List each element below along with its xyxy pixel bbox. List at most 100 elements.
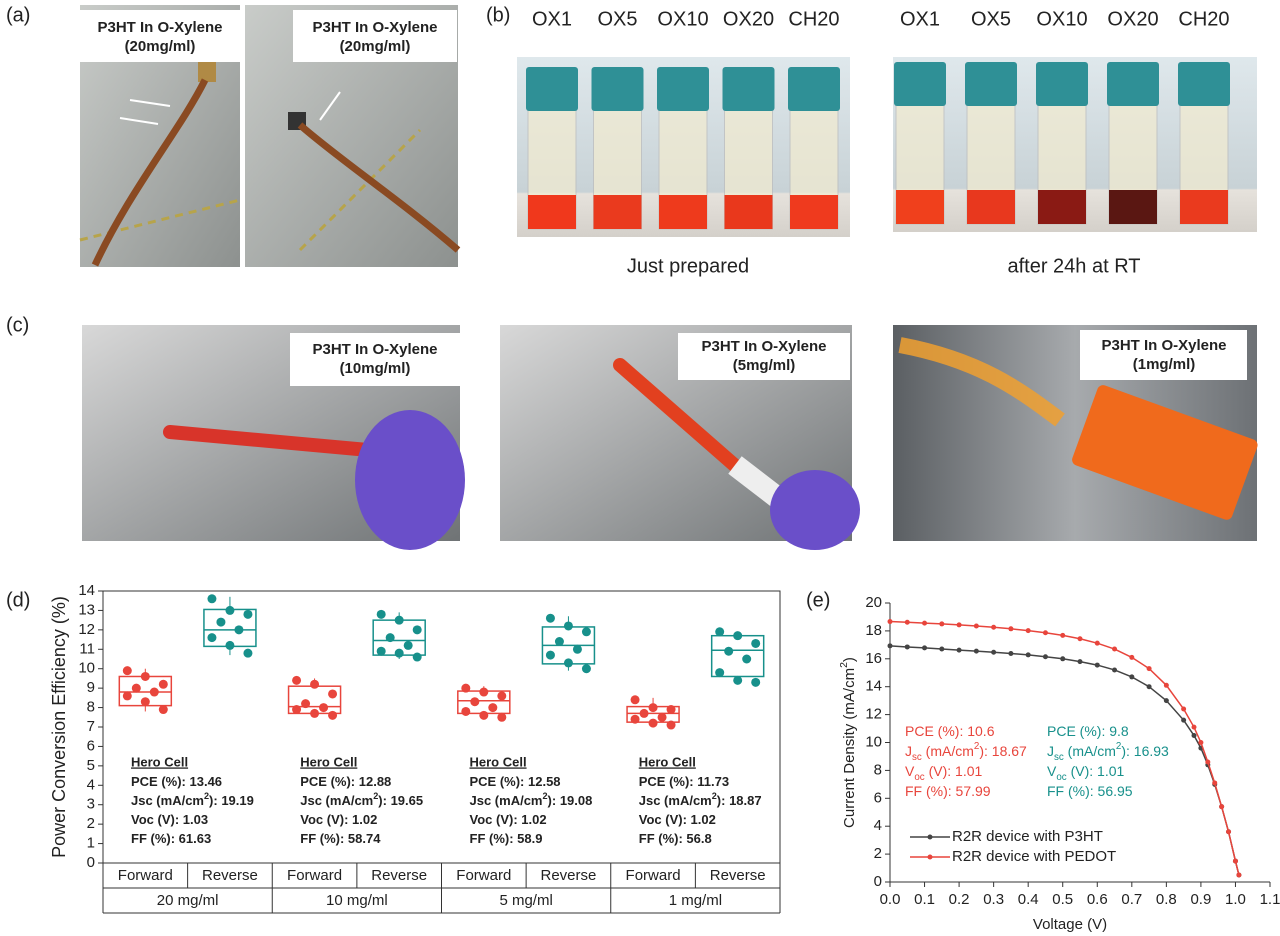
caption-box xyxy=(290,333,460,386)
x-tick-label: 0.0 xyxy=(880,891,901,908)
data-point xyxy=(648,718,658,728)
annotation-line: Voc (V): 1.02 xyxy=(639,812,716,827)
annotation-line: Jsc (mA/cm2): 18.87 xyxy=(639,791,762,808)
y-tick-label: 4 xyxy=(87,776,95,793)
x-tick-label: Forward xyxy=(626,867,681,884)
y-tick-label: 12 xyxy=(78,621,95,638)
caption: P3HT In O-Xylene xyxy=(1101,337,1226,354)
data-point xyxy=(243,648,253,658)
y-tick-label: 8 xyxy=(87,699,95,716)
caption: Just prepared xyxy=(627,255,749,277)
data-point xyxy=(922,620,928,626)
annotation-title: Hero Cell xyxy=(131,754,188,769)
panel-label: (e) xyxy=(806,589,830,611)
y-tick-label: 0 xyxy=(874,873,882,890)
data-point xyxy=(122,691,132,701)
annotation-line: Jsc (mA/cm2): 19.08 xyxy=(470,791,593,808)
text-run: 2 xyxy=(542,791,547,801)
data-point xyxy=(412,652,422,662)
data-point xyxy=(1226,829,1232,835)
data-point xyxy=(225,605,235,615)
x-tick-label: Forward xyxy=(287,867,342,884)
text-run: Voc (V): 1.02 xyxy=(639,812,716,827)
y-tick-label: 9 xyxy=(87,679,95,696)
caption: (10mg/ml) xyxy=(340,360,411,377)
annotation-line: PCE (%): 11.73 xyxy=(639,774,729,789)
vials xyxy=(526,62,1230,230)
y-tick-label: 1 xyxy=(87,835,95,852)
x-tick-label: Reverse xyxy=(541,867,597,884)
x-tick-label: 0.9 xyxy=(1190,891,1211,908)
text-run: PCE (%): 12.58 xyxy=(470,774,561,789)
data-point xyxy=(328,689,338,699)
group-label: 5 mg/ml xyxy=(499,892,552,909)
annotation-line: PCE (%): 12.58 xyxy=(470,774,561,789)
vial-label: CH20 xyxy=(788,8,839,30)
text-run: Jsc (mA/cm xyxy=(300,793,373,808)
data-point xyxy=(1129,674,1135,680)
data-point xyxy=(1094,640,1100,646)
x-tick-label: 1.1 xyxy=(1260,891,1280,908)
data-point xyxy=(666,705,676,715)
x-tick-label: 0.3 xyxy=(983,891,1004,908)
data-point xyxy=(158,705,168,715)
text-run: oc xyxy=(1056,772,1066,783)
text-run: ): 16.93 xyxy=(1121,743,1169,759)
group-label: 10 mg/ml xyxy=(326,892,388,909)
text-run: V xyxy=(1047,763,1057,779)
data-point xyxy=(563,658,573,668)
text-run: FF (%): 56.95 xyxy=(1047,783,1133,799)
text-run: FF (%): 57.99 xyxy=(905,783,991,799)
y-tick-label: 6 xyxy=(87,737,95,754)
data-point xyxy=(887,643,893,649)
annotation-title: Hero Cell xyxy=(470,754,527,769)
data-point xyxy=(973,648,979,654)
x-tick-label: 0.6 xyxy=(1087,891,1108,908)
data-point xyxy=(1163,682,1169,688)
text-run: PCE (%): 13.46 xyxy=(131,774,222,789)
text-run: Current Density (mA/cm xyxy=(841,668,858,828)
vial-label: OX1 xyxy=(900,8,940,30)
caption-box xyxy=(293,10,457,62)
data-point xyxy=(939,621,945,627)
text-run: PCE (%): 10.6 xyxy=(905,723,995,739)
y-tick-label: 2 xyxy=(87,815,95,832)
group-label: 20 mg/ml xyxy=(157,892,219,909)
data-point xyxy=(581,664,591,674)
vial-cap xyxy=(788,67,840,111)
data-point xyxy=(956,622,962,628)
data-point xyxy=(1146,684,1152,690)
caption: (20mg/ml) xyxy=(340,38,411,55)
text-run: 2 xyxy=(204,791,209,801)
annotation-line: Voc (V): 1.02 xyxy=(470,812,547,827)
x-tick-label: 0.1 xyxy=(914,891,935,908)
data-point xyxy=(1163,698,1169,704)
text-run: 2 xyxy=(838,662,850,668)
vial-liquid xyxy=(659,195,707,229)
data-point xyxy=(1236,872,1242,878)
data-point xyxy=(225,640,235,650)
data-point xyxy=(207,633,217,643)
data-point xyxy=(1060,656,1066,662)
caption: (20mg/ml) xyxy=(125,38,196,55)
y-tick-label: 12 xyxy=(865,706,882,723)
x-tick-label: Reverse xyxy=(371,867,427,884)
text-run: ): 18.67 xyxy=(979,743,1027,759)
annotation-title: Hero Cell xyxy=(300,754,357,769)
data-point xyxy=(488,703,498,713)
data-point xyxy=(292,705,302,715)
annotation-line: Voc (V): 1.03 xyxy=(131,812,208,827)
data-point xyxy=(956,647,962,653)
vial-label: OX1 xyxy=(532,8,572,30)
data-point xyxy=(310,708,320,718)
data-point xyxy=(1181,717,1187,723)
data-point xyxy=(1094,662,1100,668)
series-line xyxy=(889,620,1240,876)
data-point xyxy=(572,644,582,654)
photo-c1 xyxy=(82,325,465,550)
text-run: ): 19.08 xyxy=(548,793,593,808)
data-point xyxy=(1077,659,1083,665)
data-point xyxy=(1219,804,1225,810)
text-run: FF (%): 58.74 xyxy=(300,831,381,846)
data-point xyxy=(1042,630,1048,636)
